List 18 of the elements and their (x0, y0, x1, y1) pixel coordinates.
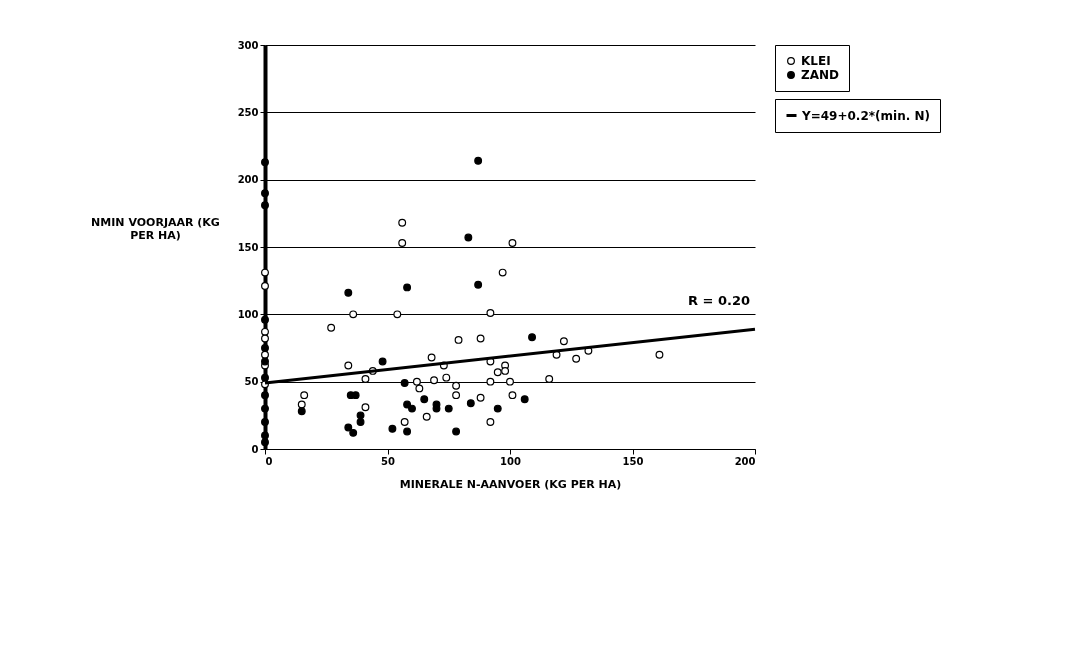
y-tick-label: 0 (251, 443, 259, 455)
y-tick-label: 150 (237, 241, 259, 253)
x-tick-label: 100 (500, 455, 521, 467)
y-tick-label: 50 (244, 376, 259, 388)
y-tick-label: 200 (237, 174, 259, 186)
legend-label: ZAND (801, 68, 840, 82)
x-tick-label: 0 (265, 455, 273, 467)
y-tick-label: 100 (237, 308, 259, 320)
x-tick-label: 50 (381, 455, 395, 467)
x-tick-label: 150 (622, 455, 644, 467)
y-tick-label: 300 (237, 39, 259, 51)
x-axis-title: MINERALE N-AANVOER (KG PER HA) (399, 477, 622, 491)
annotation: R = 0.20 (687, 292, 750, 308)
x-tick-label: 200 (734, 455, 756, 467)
y-axis-title: NMIN VOORJAAR (KG PER HA) (91, 215, 220, 242)
legend-label: Y=49+0.2*(min. N) (801, 108, 930, 123)
y-tick-label: 250 (237, 106, 259, 118)
legend-label: KLEI (801, 54, 831, 68)
